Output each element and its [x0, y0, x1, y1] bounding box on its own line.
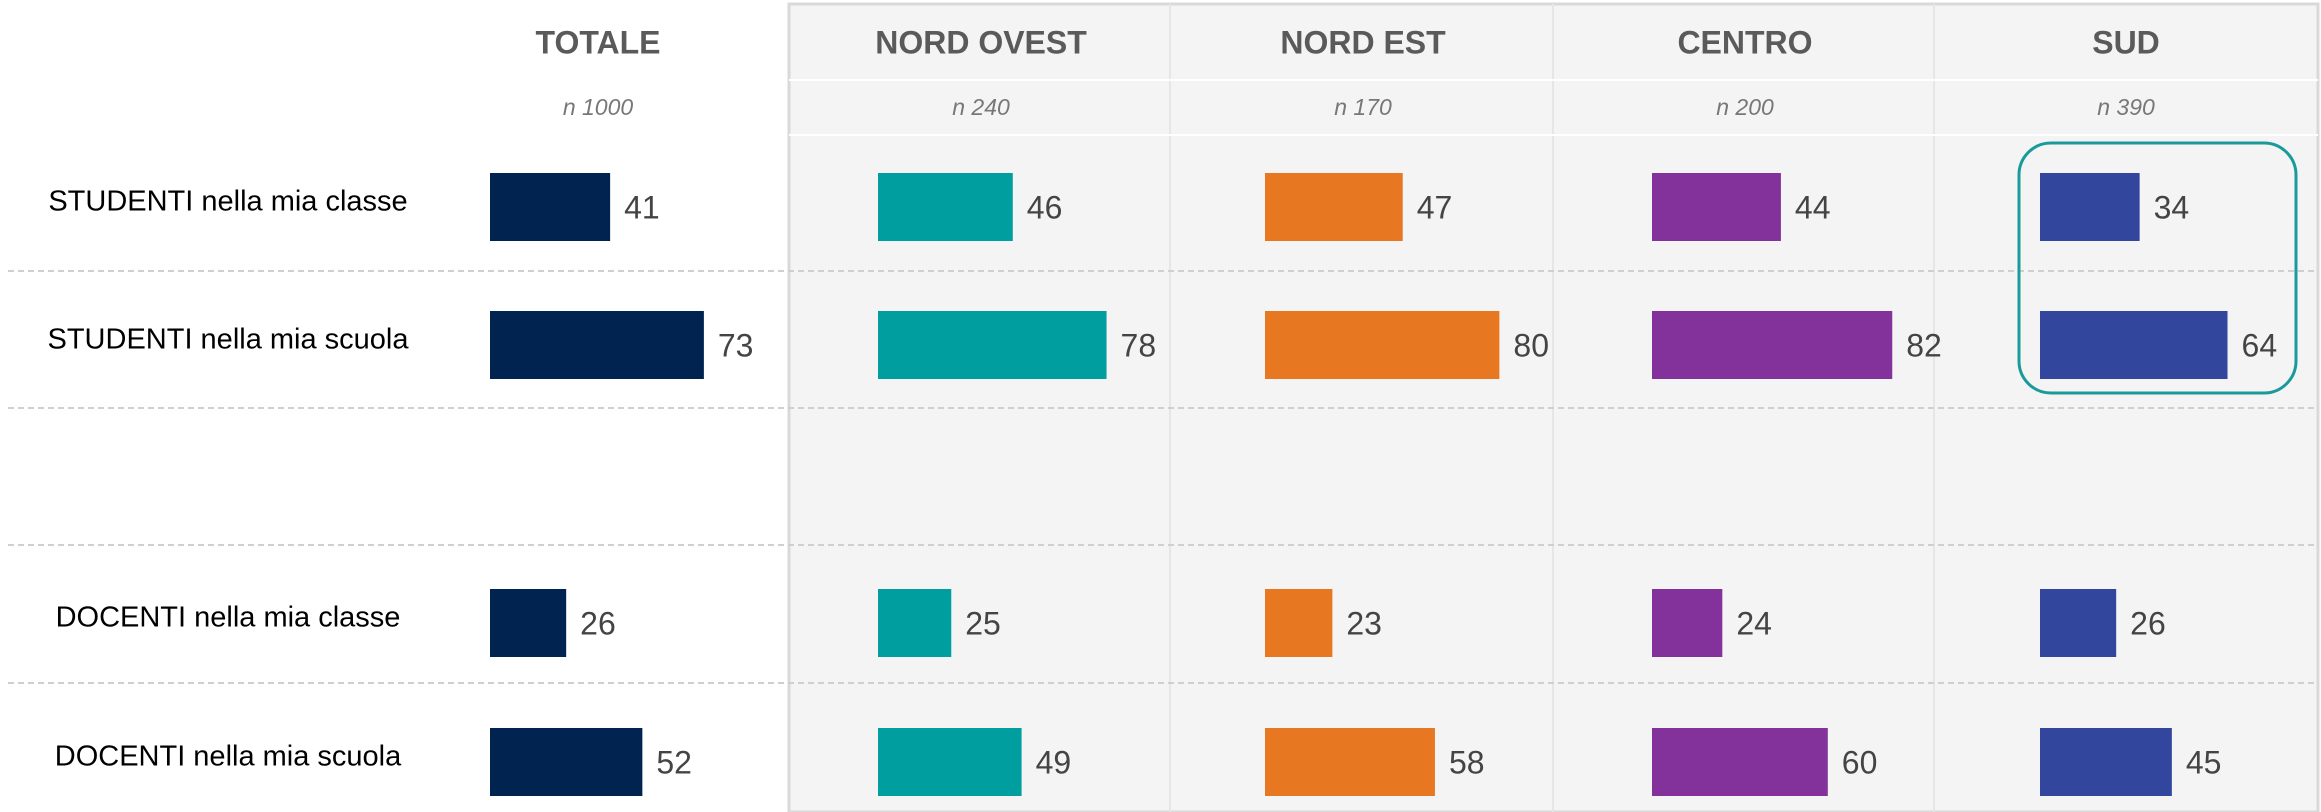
- bar: [1652, 728, 1828, 796]
- data-label: 47: [1417, 189, 1453, 225]
- row-label: STUDENTI nella mia classe: [48, 186, 407, 218]
- bar: [878, 728, 1022, 796]
- row-label: DOCENTI nella mia scuola: [55, 741, 402, 773]
- data-label: 60: [1842, 744, 1878, 780]
- column-title: NORD EST: [1280, 24, 1446, 60]
- data-label: 80: [1513, 327, 1549, 363]
- data-label: 82: [1906, 327, 1942, 363]
- bar: [1265, 311, 1500, 379]
- bar: [2040, 311, 2228, 379]
- data-label: 25: [965, 605, 1001, 641]
- bar: [878, 173, 1013, 241]
- data-label: 23: [1346, 605, 1382, 641]
- column-title: SUD: [2092, 24, 2160, 60]
- data-label: 24: [1736, 605, 1772, 641]
- data-label: 26: [2130, 605, 2166, 641]
- data-label: 58: [1449, 744, 1485, 780]
- row-label: STUDENTI nella mia scuola: [48, 324, 410, 356]
- column-subtitle: n 200: [1716, 94, 1774, 120]
- data-label: 64: [2242, 327, 2278, 363]
- data-label: 45: [2186, 744, 2222, 780]
- row-label: DOCENTI nella mia classe: [56, 602, 401, 634]
- data-label: 41: [624, 189, 660, 225]
- data-label: 73: [718, 327, 754, 363]
- bar: [490, 589, 567, 657]
- column-subtitle: n 1000: [563, 94, 634, 120]
- bar: [1265, 728, 1435, 796]
- data-label: 34: [2154, 189, 2190, 225]
- bar: [1265, 173, 1403, 241]
- bar: [878, 589, 952, 657]
- bar: [1652, 311, 1893, 379]
- bar: [1652, 173, 1781, 241]
- bar: [2040, 589, 2117, 657]
- data-label: 44: [1795, 189, 1831, 225]
- bar: [2040, 728, 2172, 796]
- data-label: 49: [1036, 744, 1072, 780]
- bar: [490, 173, 611, 241]
- bar: [1652, 589, 1723, 657]
- data-label: 46: [1027, 189, 1063, 225]
- column-subtitle: n 240: [952, 94, 1010, 120]
- bar: [1265, 589, 1333, 657]
- data-label: 52: [656, 744, 692, 780]
- data-label: 26: [580, 605, 616, 641]
- column-subtitle: n 390: [2097, 94, 2155, 120]
- column-title: NORD OVEST: [875, 24, 1087, 60]
- bar: [490, 311, 704, 379]
- bar: [878, 311, 1107, 379]
- bar: [490, 728, 643, 796]
- bar: [2040, 173, 2140, 241]
- highlight-box: [2017, 141, 2298, 395]
- column-subtitle: n 170: [1334, 94, 1392, 120]
- column-title: CENTRO: [1677, 24, 1812, 60]
- data-label: 78: [1121, 327, 1157, 363]
- column-title: TOTALE: [535, 24, 660, 60]
